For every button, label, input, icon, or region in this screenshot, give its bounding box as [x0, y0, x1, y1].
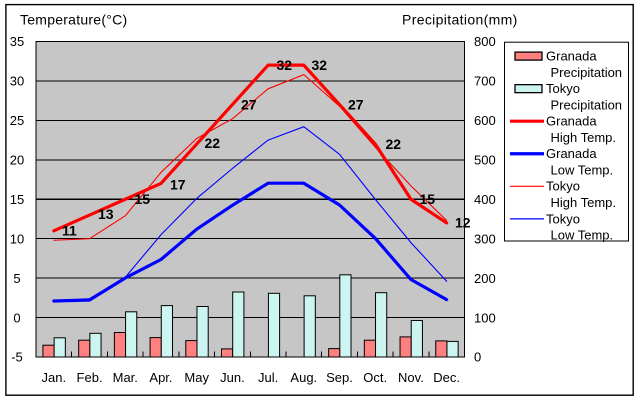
svg-text:15: 15	[135, 191, 151, 207]
svg-text:Sep.: Sep.	[326, 370, 353, 385]
svg-text:13: 13	[98, 206, 114, 222]
svg-text:High Temp.: High Temp.	[551, 130, 617, 145]
svg-text:Granada: Granada	[546, 114, 597, 129]
svg-text:Nov.: Nov.	[398, 370, 424, 385]
svg-text:May: May	[184, 370, 209, 385]
svg-text:15: 15	[10, 192, 24, 207]
svg-text:500: 500	[474, 153, 496, 168]
svg-text:Precipitation: Precipitation	[551, 65, 623, 80]
svg-text:5: 5	[13, 271, 20, 286]
svg-text:17: 17	[170, 176, 186, 192]
svg-text:22: 22	[386, 136, 402, 152]
svg-text:30: 30	[10, 74, 24, 89]
svg-text:Granada: Granada	[546, 49, 597, 64]
svg-text:Aug.: Aug.	[290, 370, 317, 385]
svg-text:600: 600	[474, 113, 496, 128]
svg-text:Feb.: Feb.	[77, 370, 103, 385]
svg-text:Precipitation(mm): Precipitation(mm)	[402, 12, 518, 28]
svg-text:Low Temp.: Low Temp.	[551, 162, 614, 177]
svg-text:27: 27	[348, 96, 364, 112]
svg-text:Temperature(°C): Temperature(°C)	[20, 12, 127, 28]
svg-text:Oct.: Oct.	[363, 370, 387, 385]
svg-text:Granada: Granada	[546, 146, 597, 161]
svg-text:Tokyo: Tokyo	[546, 211, 580, 226]
svg-text:Apr.: Apr.	[149, 370, 172, 385]
svg-text:800: 800	[474, 34, 496, 49]
svg-text:12: 12	[455, 215, 471, 231]
svg-text:25: 25	[10, 113, 24, 128]
svg-text:300: 300	[474, 231, 496, 246]
svg-text:11: 11	[62, 223, 77, 239]
svg-text:200: 200	[474, 271, 496, 286]
svg-text:Mar.: Mar.	[113, 370, 138, 385]
svg-text:0: 0	[474, 350, 481, 365]
svg-text:Low Temp.: Low Temp.	[551, 228, 614, 243]
svg-text:-5: -5	[11, 350, 23, 365]
svg-text:32: 32	[312, 57, 328, 73]
svg-text:High Temp.: High Temp.	[551, 195, 617, 210]
svg-text:400: 400	[474, 192, 496, 207]
svg-text:20: 20	[10, 153, 24, 168]
svg-text:Jan.: Jan.	[42, 370, 67, 385]
svg-text:Tokyo: Tokyo	[546, 179, 580, 194]
svg-text:22: 22	[205, 135, 221, 151]
svg-text:700: 700	[474, 74, 496, 89]
svg-text:15: 15	[420, 191, 436, 207]
svg-text:Tokyo: Tokyo	[546, 81, 580, 96]
svg-text:0: 0	[13, 310, 20, 325]
svg-text:27: 27	[241, 96, 257, 112]
svg-text:Dec.: Dec.	[433, 370, 460, 385]
svg-text:Jun.: Jun.	[220, 370, 245, 385]
svg-text:Jul.: Jul.	[258, 370, 278, 385]
svg-text:100: 100	[474, 310, 496, 325]
svg-text:10: 10	[10, 231, 24, 246]
svg-text:Precipitation: Precipitation	[551, 97, 623, 112]
svg-text:32: 32	[277, 57, 293, 73]
svg-text:35: 35	[10, 34, 24, 49]
